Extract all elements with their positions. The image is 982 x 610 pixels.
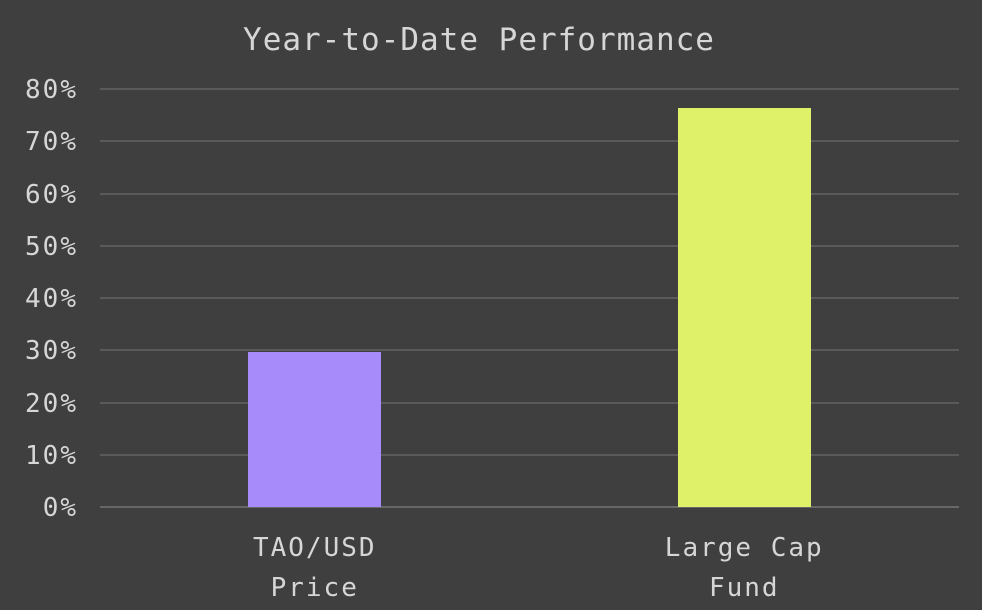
y-tick-label: 50% bbox=[25, 231, 78, 262]
chart-title: Year-to-Date Performance bbox=[243, 22, 715, 58]
gridline bbox=[100, 297, 959, 299]
y-tick-label: 40% bbox=[25, 284, 78, 314]
plot-area bbox=[100, 88, 959, 508]
gridline bbox=[100, 453, 959, 456]
y-tick-label: 10% bbox=[25, 440, 78, 471]
gridline bbox=[100, 88, 959, 90]
bar bbox=[677, 108, 811, 507]
x-axis-baseline bbox=[100, 506, 959, 508]
y-tick-label: 0% bbox=[42, 493, 78, 523]
gridline bbox=[100, 140, 959, 143]
gridline bbox=[100, 401, 959, 404]
x-category-label: TAO/USD Price bbox=[252, 533, 377, 603]
y-tick-label: 20% bbox=[25, 388, 78, 419]
y-tick-label: 60% bbox=[25, 179, 78, 210]
y-tick-label: 30% bbox=[25, 336, 78, 367]
gridline bbox=[100, 349, 959, 352]
y-tick-label: 70% bbox=[25, 127, 78, 158]
gridline bbox=[100, 244, 959, 247]
x-category-label: Large Cap Fund Share Price (USD) bbox=[664, 533, 824, 603]
gridline bbox=[100, 192, 959, 195]
bar bbox=[248, 351, 382, 507]
y-tick-label: 80% bbox=[25, 75, 78, 105]
